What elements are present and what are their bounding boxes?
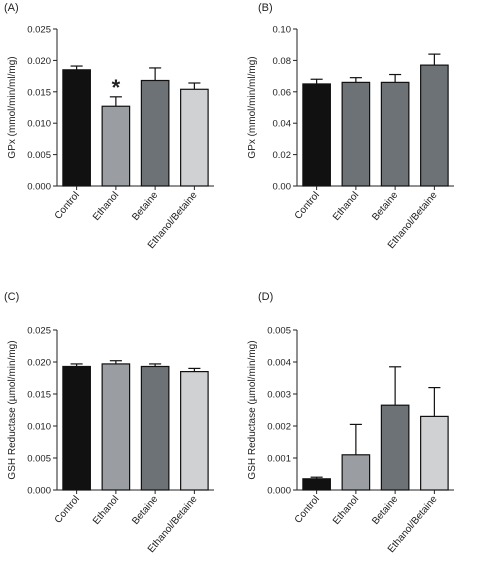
y-tick-label: 0.00: [273, 182, 292, 193]
y-axis-title: GSH Reductase (µmol/min/mg): [7, 340, 18, 479]
y-tick-label: 0.000: [27, 182, 51, 193]
bar-2: [341, 454, 371, 491]
bar-1: [302, 478, 331, 491]
chart-panel-b: (B) 0.00 0.02 0.04 0.06 0.08 0.10 GPx (mmol/min…: [247, 2, 454, 251]
bar-3: [380, 81, 410, 187]
bar-2: [101, 105, 131, 187]
bar-4: [180, 88, 209, 187]
x-category-label: Control: [293, 494, 322, 526]
y-tick-label: 0.003: [267, 390, 291, 401]
x-category-label: Betaine: [370, 494, 401, 527]
bar-4: [180, 371, 209, 491]
y-tick-label: 0.000: [267, 486, 291, 497]
y-tick-label: 0.010: [27, 422, 51, 433]
y-tick-label: 0.001: [267, 454, 291, 465]
bar-4: [420, 64, 449, 187]
x-category-label: Betaine: [130, 494, 161, 527]
y-tick-label: 0.015: [27, 87, 51, 98]
bar-2: [101, 363, 131, 491]
bar-1: [62, 69, 91, 187]
bar-4: [420, 415, 449, 491]
y-axis-title: GSH Reductase (µmol/min/mg): [247, 340, 258, 479]
y-tick-label: 0.10: [273, 25, 292, 36]
y-tick-label: 0.010: [27, 119, 51, 130]
bar-3: [380, 404, 410, 491]
y-tick-label: 0.08: [273, 56, 292, 67]
panel-label: (A): [4, 2, 19, 14]
y-tick-label: 0.005: [27, 454, 51, 465]
bar-2: [341, 81, 371, 187]
y-tick-label: 0.020: [27, 358, 51, 369]
y-tick-label: 0.02: [273, 150, 292, 161]
x-category-label: Ethanol: [91, 190, 121, 223]
significance-asterisk: *: [112, 75, 121, 100]
y-tick-label: 0.025: [27, 25, 51, 36]
x-category-label: Control: [53, 190, 82, 222]
x-category-label: Ethanol: [331, 190, 361, 223]
panel-label: (B): [258, 2, 273, 14]
x-category-label: Control: [293, 190, 322, 222]
bar-3: [140, 79, 170, 187]
y-tick-label: 0.020: [27, 56, 51, 67]
chart-panel-c: (C) 0.000 0.005 0.010 0.015 0.020 0.025 GSH Red…: [4, 291, 214, 555]
y-axis-title: GPx (mmol/min/ml/mg): [247, 56, 258, 158]
y-tick-label: 0.025: [27, 326, 51, 337]
y-tick-label: 0.000: [27, 486, 51, 497]
y-tick-label: 0.002: [267, 422, 291, 433]
chart-panel-d: (D) 0.000 0.001 0.002 0.003 0.004 0.005 GSH Red…: [247, 291, 454, 555]
panel-label: (C): [4, 291, 19, 303]
y-tick-label: 0.015: [27, 390, 51, 401]
y-tick-label: 0.004: [267, 358, 291, 369]
x-category-label: Ethanol: [91, 494, 121, 527]
x-category-label: Control: [53, 494, 82, 526]
y-tick-label: 0.005: [267, 326, 291, 337]
y-tick-label: 0.005: [27, 150, 51, 161]
bar-1: [302, 83, 331, 187]
y-tick-label: 0.04: [273, 119, 292, 130]
chart-panel-a: (A) 0.000 0.005 0.010 0.015 0.020 0.025 GPx (mm…: [4, 2, 214, 251]
bar-1: [62, 365, 91, 491]
x-category-label: Betaine: [130, 190, 161, 223]
x-category-label: Betaine: [370, 190, 401, 223]
y-tick-label: 0.06: [273, 87, 292, 98]
panel-label: (D): [258, 291, 273, 303]
y-axis-title: GPx (mmol/min/ml/mg): [7, 56, 18, 158]
x-category-label: Ethanol: [331, 494, 361, 527]
bar-3: [140, 365, 170, 491]
